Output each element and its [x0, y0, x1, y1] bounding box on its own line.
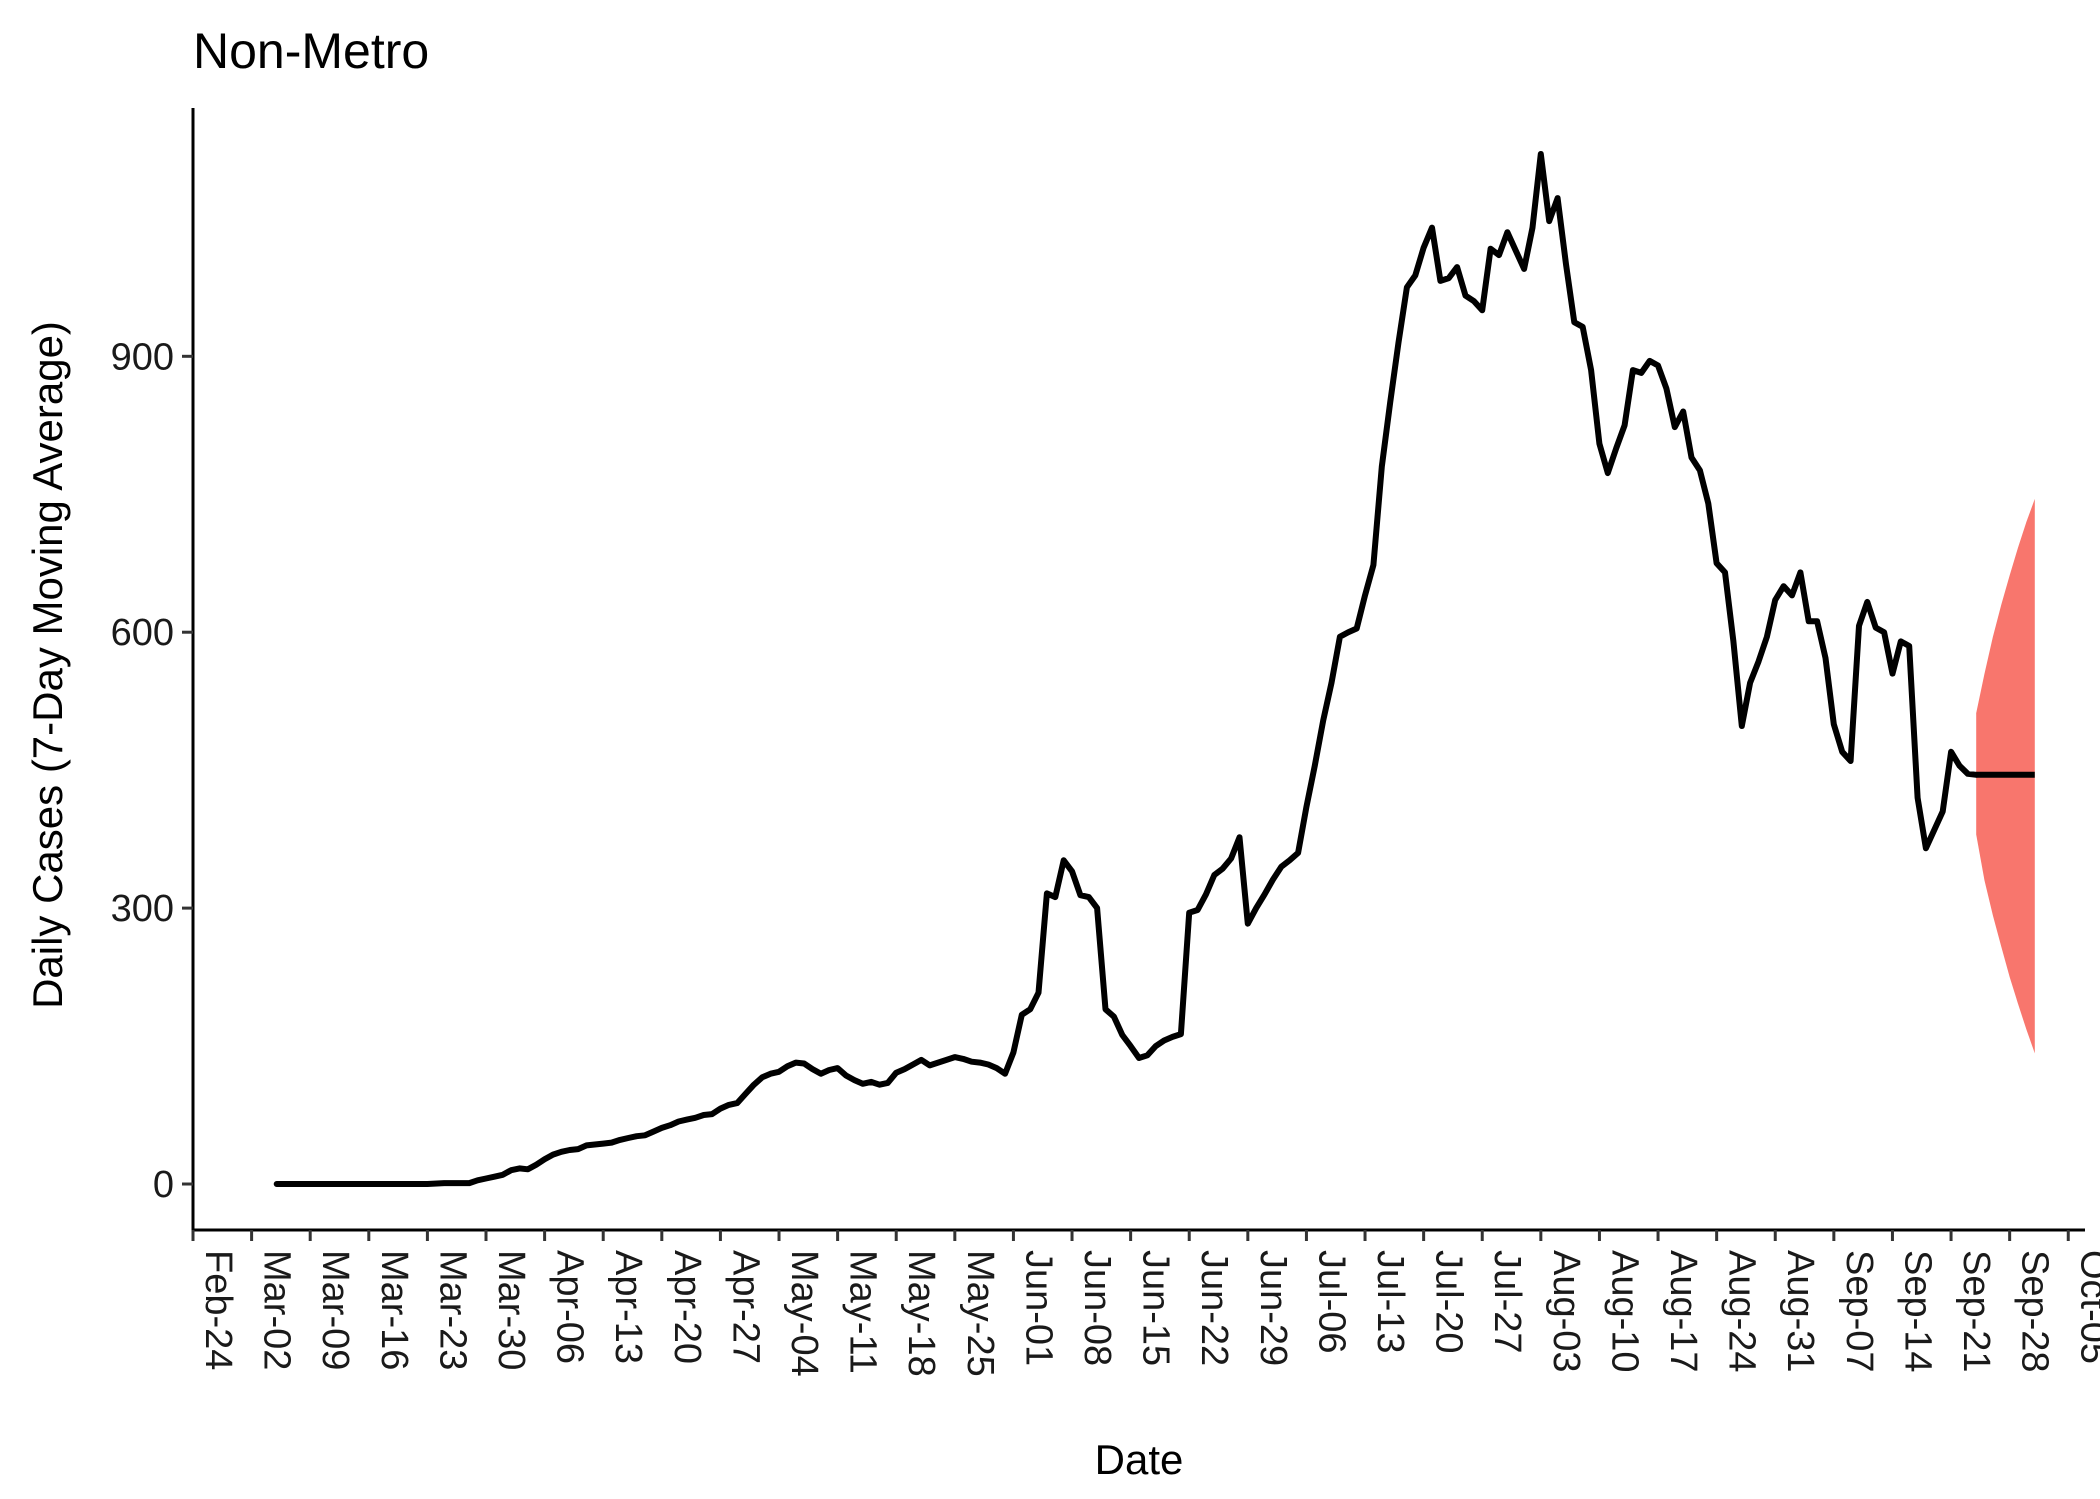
x-tick-label: Sep-07: [1838, 1250, 1880, 1373]
x-tick-label: Apr-13: [607, 1250, 649, 1364]
x-tick-label: Jun-01: [1017, 1250, 1059, 1366]
y-tick-label: 900: [111, 336, 174, 378]
x-tick-label: May-25: [959, 1250, 1001, 1377]
x-tick-label: Jul-13: [1369, 1250, 1411, 1354]
x-tick-label: Feb-24: [197, 1250, 239, 1370]
x-tick-label: Sep-14: [1897, 1250, 1939, 1373]
series-line-layer: [273, 151, 2035, 1187]
x-tick-label: Jun-29: [1252, 1250, 1294, 1366]
x-tick-label: Sep-21: [1955, 1250, 1997, 1373]
x-tick-label: Aug-03: [1545, 1250, 1587, 1373]
x-tick-label: Jul-20: [1428, 1250, 1470, 1354]
x-tick-label: Mar-23: [431, 1250, 473, 1370]
x-tick-label: Sep-28: [2014, 1250, 2056, 1373]
x-tick-label: Aug-10: [1603, 1250, 1645, 1373]
chart-title: Non-Metro: [193, 23, 429, 79]
x-tick-label: Mar-09: [314, 1250, 356, 1370]
x-tick-label: Mar-16: [373, 1250, 415, 1370]
y-tick-label: 600: [111, 612, 174, 654]
x-tick-label: May-04: [783, 1250, 825, 1377]
x-tick-label: Oct-05: [2072, 1250, 2100, 1364]
x-tick-label: Aug-24: [1721, 1250, 1763, 1373]
x-tick-label: May-18: [900, 1250, 942, 1377]
x-tick-label: Apr-06: [549, 1250, 591, 1364]
x-tick-label: Apr-20: [666, 1250, 708, 1364]
y-tick-label: 0: [153, 1164, 174, 1206]
y-axis-ticks: 0 300 600 900: [111, 336, 193, 1206]
x-tick-label: Mar-02: [256, 1250, 298, 1370]
x-tick-label: Jul-27: [1486, 1250, 1528, 1354]
x-tick-label: Jul-06: [1310, 1250, 1352, 1354]
x-tick-label: Aug-17: [1662, 1250, 1704, 1373]
x-axis-title: Date: [1095, 1436, 1184, 1483]
x-tick-label: Apr-27: [724, 1250, 766, 1364]
x-tick-label: Aug-31: [1779, 1250, 1821, 1373]
x-tick-label: Jun-15: [1135, 1250, 1177, 1366]
x-tick-label: May-11: [842, 1250, 884, 1374]
x-tick-label: Jun-08: [1076, 1250, 1118, 1366]
y-axis-title: Daily Cases (7-Day Moving Average): [24, 321, 71, 1009]
x-axis-ticks: Feb-24 Mar-02 Mar-09 Mar-16 Mar-23 Mar-30 Apr-…: [191, 1230, 2100, 1377]
y-tick-label: 300: [111, 888, 174, 930]
series-line-0: [273, 151, 1980, 1187]
x-tick-label: Mar-30: [490, 1250, 532, 1370]
x-tick-label: Jun-22: [1193, 1250, 1235, 1366]
